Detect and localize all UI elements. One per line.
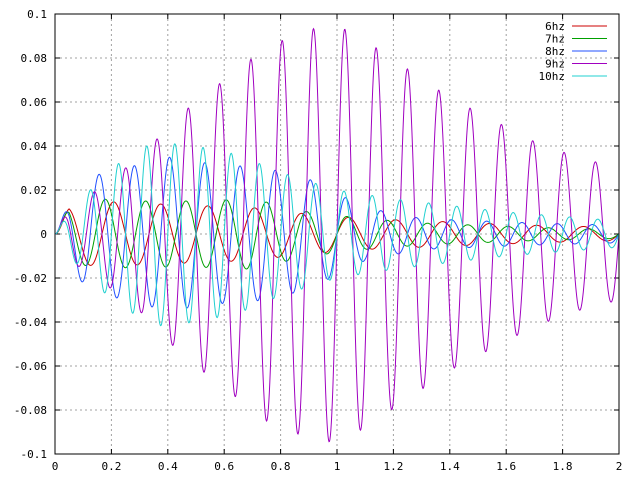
y-tick-label: 0.08	[21, 52, 48, 65]
y-tick-label: -0.08	[14, 404, 47, 417]
legend-label-9hz: 9hz	[545, 58, 565, 71]
y-tick-label: -0.04	[14, 316, 47, 329]
x-tick-label: 0.6	[214, 460, 234, 473]
y-tick-label: 0.06	[21, 96, 48, 109]
x-tick-label: 0.4	[158, 460, 178, 473]
legend-label-6hz: 6hz	[545, 20, 565, 33]
y-tick-label: -0.02	[14, 272, 47, 285]
series-line-10hz	[54, 143, 620, 327]
y-tick-label: -0.06	[14, 360, 47, 373]
y-tick-label: -0.1	[21, 448, 48, 461]
x-tick-label: 0	[52, 460, 59, 473]
y-tick-label: 0.02	[21, 184, 48, 197]
y-tick-label: 0.04	[21, 140, 48, 153]
x-tick-label: 0.2	[101, 460, 121, 473]
x-tick-label: 1.2	[383, 460, 403, 473]
y-axis: 0.1 0.08 0.06 0.04 0.02 0 -0.02 -0.04 -0.06 -0.08…	[14, 8, 619, 461]
x-tick-label: 2	[616, 460, 623, 473]
x-tick-label: 1.8	[553, 460, 573, 473]
x-tick-label: 0.8	[271, 460, 291, 473]
plot-frame	[54, 13, 620, 455]
series-group	[54, 27, 620, 443]
legend-label-8hz: 8hz	[545, 45, 565, 58]
x-tick-label: 1.4	[440, 460, 460, 473]
legend-label-7hz: 7hz	[545, 33, 565, 46]
x-axis: 0 0.2 0.4 0.6 0.8 1 1.2 1.4 1.6 1.8 2	[52, 14, 623, 473]
legend-label-10hz: 10hz	[539, 70, 566, 83]
x-tick-label: 1	[334, 460, 341, 473]
x-tick-label: 1.6	[496, 460, 516, 473]
y-tick-label: 0	[40, 228, 47, 241]
y-tick-label: 0.1	[27, 8, 47, 21]
